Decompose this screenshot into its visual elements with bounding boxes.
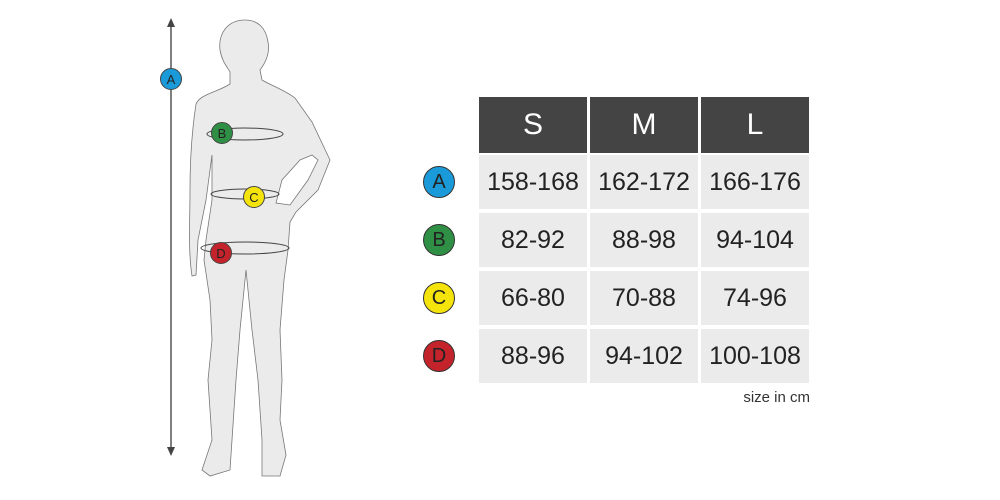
table-cell: 74-96: [701, 271, 809, 325]
marker-label: B: [217, 125, 227, 141]
row-marker-b: B: [423, 224, 455, 256]
table-cell: 94-102: [590, 329, 698, 383]
marker-label: A: [166, 71, 176, 87]
arrow-up-icon: [167, 18, 175, 27]
body-figure-illustration: [167, 18, 331, 477]
table-cell: 100-108: [701, 329, 809, 383]
header-size-s: S: [479, 97, 587, 153]
row-marker-c: C: [423, 282, 455, 314]
arrow-down-icon: [167, 447, 175, 456]
table-cell: 88-98: [590, 213, 698, 267]
header-size-m: M: [590, 97, 698, 153]
table-cell: 166-176: [701, 155, 809, 209]
table-cell: 88-96: [479, 329, 587, 383]
figure-marker-b: B: [211, 122, 233, 144]
figure-marker-a: A: [160, 68, 182, 90]
header-size-l: L: [701, 97, 809, 153]
marker-label: C: [249, 189, 259, 205]
table-cell: 162-172: [590, 155, 698, 209]
unit-note: size in cm: [743, 389, 810, 406]
table-cell: 70-88: [590, 271, 698, 325]
table-cell: 158-168: [479, 155, 587, 209]
row-marker-a: A: [423, 166, 455, 198]
table-cell: 94-104: [701, 213, 809, 267]
figure-marker-d: D: [210, 242, 232, 264]
row-marker-d: D: [423, 340, 455, 372]
table-cell: 82-92: [479, 213, 587, 267]
table-cell: 66-80: [479, 271, 587, 325]
marker-label: D: [216, 245, 226, 261]
figure-marker-c: C: [243, 186, 265, 208]
